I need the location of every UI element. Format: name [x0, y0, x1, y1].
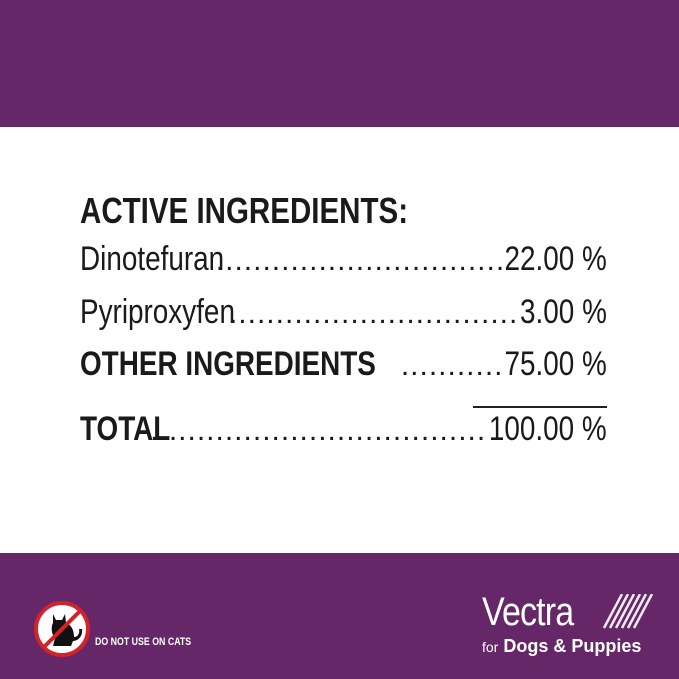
no-cats-icon: [34, 601, 90, 657]
dot-leader: [216, 244, 502, 278]
ingredient-name: Dinotefuran: [80, 240, 225, 278]
ingredient-value: 22.00 %: [504, 240, 607, 278]
total-row: TOTAL 100.00 %: [80, 410, 607, 449]
dot-leader: [229, 297, 521, 331]
ingredient-row: Dinotefuran 22.00 %: [80, 240, 607, 279]
ingredient-row: OTHER INGREDIENTS 75.00 %: [80, 345, 607, 384]
brand-name: Vectra: [482, 590, 574, 634]
total-divider: [473, 406, 607, 408]
dot-leader: [401, 349, 502, 383]
ingredient-row: Pyriproxyfen 3.00 %: [80, 293, 607, 332]
top-band: [0, 0, 679, 127]
no-cats-warning: DO NOT USE ON CATS: [95, 636, 192, 648]
dot-leader: [150, 414, 483, 448]
ingredient-value: 3.00 %: [520, 293, 607, 331]
bottom-band: [0, 553, 679, 679]
ingredient-name: OTHER INGREDIENTS: [80, 345, 376, 383]
total-label: TOTAL: [80, 410, 171, 448]
ingredient-value: 75.00 %: [504, 345, 607, 383]
active-ingredients-heading: ACTIVE INGREDIENTS:: [80, 190, 409, 231]
total-value: 100.00 %: [489, 410, 607, 448]
vectra-logo: Vectra for Dogs & Puppies: [482, 590, 654, 656]
logo-tagline: for Dogs & Puppies: [482, 636, 642, 656]
ingredient-name: Pyriproxyfen: [80, 293, 235, 331]
logo-stripes-icon: [602, 594, 654, 629]
